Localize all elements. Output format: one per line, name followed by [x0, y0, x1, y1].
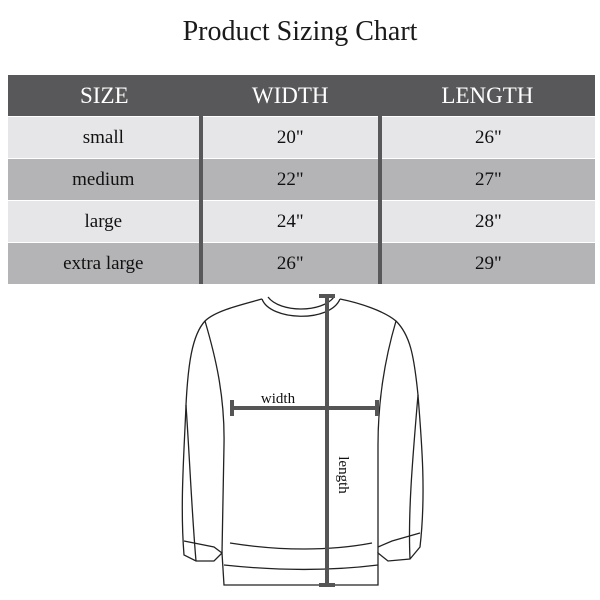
- length-cell: 27": [377, 158, 595, 201]
- header-width: WIDTH: [200, 75, 380, 117]
- size-cell: extra large: [8, 242, 201, 284]
- width-cell: 22": [198, 158, 380, 201]
- measure-lines: [230, 294, 379, 587]
- sweatshirt-diagram: width length: [181, 294, 424, 587]
- width-cell: 24": [198, 200, 380, 243]
- table-header: SIZE WIDTH LENGTH: [8, 75, 595, 117]
- table-row: large 24" 28": [8, 200, 595, 243]
- width-cell: 20": [198, 116, 380, 159]
- length-label: length: [335, 456, 351, 494]
- size-cell: medium: [8, 158, 201, 201]
- header-size: SIZE: [8, 75, 201, 117]
- sizing-table: SIZE WIDTH LENGTH small 20" 26" medium 2…: [8, 75, 595, 284]
- width-label: width: [261, 391, 296, 407]
- table-row: medium 22" 27": [8, 158, 595, 201]
- page-title: Product Sizing Chart: [182, 16, 418, 47]
- length-cell: 29": [377, 242, 595, 284]
- sweatshirt-outline: [181, 296, 424, 586]
- table-row: small 20" 26": [8, 116, 595, 159]
- header-length: LENGTH: [379, 75, 595, 117]
- length-cell: 28": [377, 200, 595, 243]
- width-cell: 26": [198, 242, 380, 284]
- length-cell: 26": [377, 116, 595, 159]
- table-row: extra large 26" 29": [8, 242, 595, 284]
- size-cell: small: [8, 116, 201, 159]
- size-cell: large: [8, 200, 201, 243]
